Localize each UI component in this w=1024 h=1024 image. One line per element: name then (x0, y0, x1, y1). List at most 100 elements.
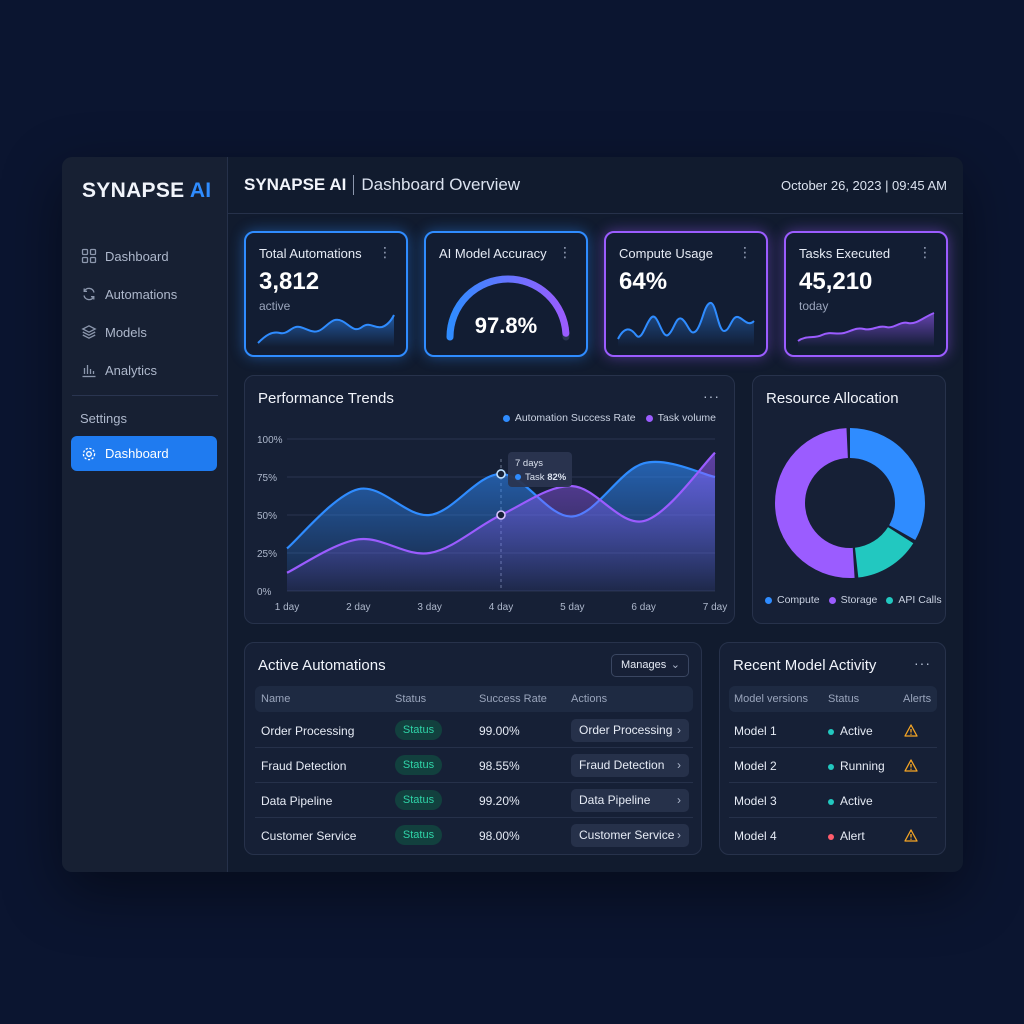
kpi-total-automations[interactable]: Total Automations ⋮ 3,812 active (244, 231, 408, 357)
status-dot (828, 798, 834, 805)
model-status: Alert (828, 829, 865, 843)
model-status: Active (828, 724, 873, 738)
automation-name: Order Processing (261, 724, 355, 738)
kpi-value: 97.8% (474, 313, 538, 338)
brand-suffix: AI (189, 179, 212, 202)
action-button[interactable]: Fraud Detection › (571, 754, 689, 777)
legend-swatch (828, 596, 836, 604)
kpi-value: 3,812 (259, 268, 320, 295)
accuracy-gauge (446, 275, 570, 341)
legend-item: Automation Success Rate (502, 412, 636, 424)
legend-item: API Calls (886, 594, 942, 606)
legend-swatch (502, 414, 510, 422)
tooltip-title: 7 days (515, 458, 543, 469)
kpi-title: AI Model Accuracy (439, 246, 547, 261)
action-button[interactable]: Data Pipeline › (571, 789, 689, 812)
warning-icon[interactable] (904, 759, 918, 772)
panel-title: Recent Model Activity (733, 657, 877, 674)
legend-swatch (645, 414, 653, 422)
status-label: Active (840, 724, 873, 738)
sidebar-item-analytics[interactable]: Analytics (71, 353, 219, 387)
chevron-right-icon: › (677, 723, 681, 737)
y-tick-label: 100% (257, 435, 283, 446)
kpi-model-accuracy[interactable]: AI Model Accuracy ⋮ 97.8% (424, 231, 588, 357)
performance-chart: 100% 75% 50% 25% 0%1 day 2 day 3 day 4 day 5 day… (257, 435, 727, 613)
table-row[interactable]: Order Processing Status 99.00% Order Proces… (255, 713, 693, 748)
manage-dropdown[interactable]: Manages ⌄ (611, 654, 689, 677)
status-dot (828, 833, 834, 840)
kpi-value: 45,210 (799, 268, 873, 295)
automation-name: Data Pipeline (261, 794, 333, 808)
table-row[interactable]: Data Pipeline Status 99.20% Data Pipeline › (255, 783, 693, 818)
action-button[interactable]: Order Processing › (571, 719, 689, 742)
success-rate: 99.20% (479, 794, 520, 808)
success-rate: 98.55% (479, 759, 520, 773)
status-badge: Status (395, 720, 442, 740)
tooltip-swatch (515, 474, 521, 480)
legend-item: Task volume (645, 412, 716, 424)
more-horizontal-icon[interactable]: ··· (914, 655, 931, 671)
automation-name: Fraud Detection (261, 759, 347, 773)
grid-icon (81, 248, 97, 264)
legend-label: API Calls (898, 594, 942, 606)
col-header: Alerts (903, 693, 932, 705)
sidebar-item-models[interactable]: Models (71, 315, 219, 349)
chart-legend: Automation Success Rate Task volume (502, 412, 716, 424)
more-vertical-icon[interactable]: ⋮ (558, 244, 572, 260)
chevron-right-icon: › (677, 793, 681, 807)
sidebar-item-automations[interactable]: Automations (71, 277, 219, 311)
action-label: Fraud Detection (579, 758, 665, 772)
brand-logo: SYNAPSE AI (82, 179, 211, 203)
action-label: Order Processing (579, 723, 673, 737)
action-button[interactable]: Customer Service › (571, 824, 689, 847)
kpi-tasks-executed[interactable]: Tasks Executed ⋮ 45,210 today (784, 231, 948, 357)
resource-allocation-panel: Resource Allocation Compute Storage API … (752, 375, 946, 624)
legend-label: Automation Success Rate (514, 412, 636, 424)
sidebar-item-settings-dashboard[interactable]: Dashboard (71, 436, 217, 471)
sparkline (257, 314, 395, 347)
sidebar-item-label: Models (105, 324, 147, 340)
page-title: SYNAPSE AI (244, 175, 347, 194)
donut-slice-compute[interactable] (775, 428, 925, 578)
status-dot (828, 763, 834, 770)
status-label: Active (840, 794, 873, 808)
sparkline (797, 312, 935, 347)
more-vertical-icon[interactable]: ⋮ (918, 244, 932, 260)
success-rate: 98.00% (479, 829, 520, 843)
legend-item: Storage (828, 594, 877, 606)
table-row[interactable]: Fraud Detection Status 98.55% Fraud Detecti… (255, 748, 693, 783)
kpi-compute-usage[interactable]: Compute Usage ⋮ 64% (604, 231, 768, 357)
more-vertical-icon[interactable]: ⋮ (378, 244, 392, 260)
action-label: Customer Service (579, 828, 675, 842)
brand-name: SYNAPSE (82, 179, 185, 202)
legend-item: Compute (765, 594, 820, 606)
resource-donut-chart (775, 428, 925, 578)
sidebar-item-dashboard[interactable]: Dashboard (71, 239, 219, 273)
more-vertical-icon[interactable]: ⋮ (738, 244, 752, 260)
table-row[interactable]: Model 1 Active (729, 713, 937, 748)
donut-legend: Compute Storage API Calls (765, 594, 942, 606)
more-horizontal-icon[interactable]: ··· (703, 388, 720, 404)
table-row[interactable]: Model 2 Running (729, 748, 937, 783)
sidebar-section-settings: Settings (80, 411, 127, 426)
warning-icon[interactable] (904, 829, 918, 842)
data-point[interactable] (496, 469, 506, 479)
page-subtitle: Dashboard Overview (361, 175, 521, 194)
page-header: SYNAPSE AI Dashboard Overview October 26… (228, 157, 963, 214)
automation-name: Customer Service (261, 829, 357, 843)
data-point[interactable] (496, 510, 506, 520)
donut-slice-storage[interactable] (775, 428, 925, 578)
model-version: Model 1 (734, 724, 777, 738)
table-row[interactable]: Model 3 Active (729, 783, 937, 818)
table-header: Name Status Success Rate Actions (255, 686, 693, 712)
warning-icon[interactable] (904, 724, 918, 737)
legend-swatch (765, 596, 772, 604)
col-header: Success Rate (479, 693, 547, 705)
table-row[interactable]: Customer Service Status 98.00% Customer Ser… (255, 818, 693, 853)
table-row[interactable]: Model 4 Alert (729, 818, 937, 853)
col-header: Status (395, 693, 427, 705)
chevron-right-icon: › (677, 758, 681, 772)
active-automations-panel: Active Automations Manages ⌄ Name Status… (244, 642, 702, 855)
col-header: Name (261, 693, 291, 705)
model-status: Running (828, 759, 885, 773)
